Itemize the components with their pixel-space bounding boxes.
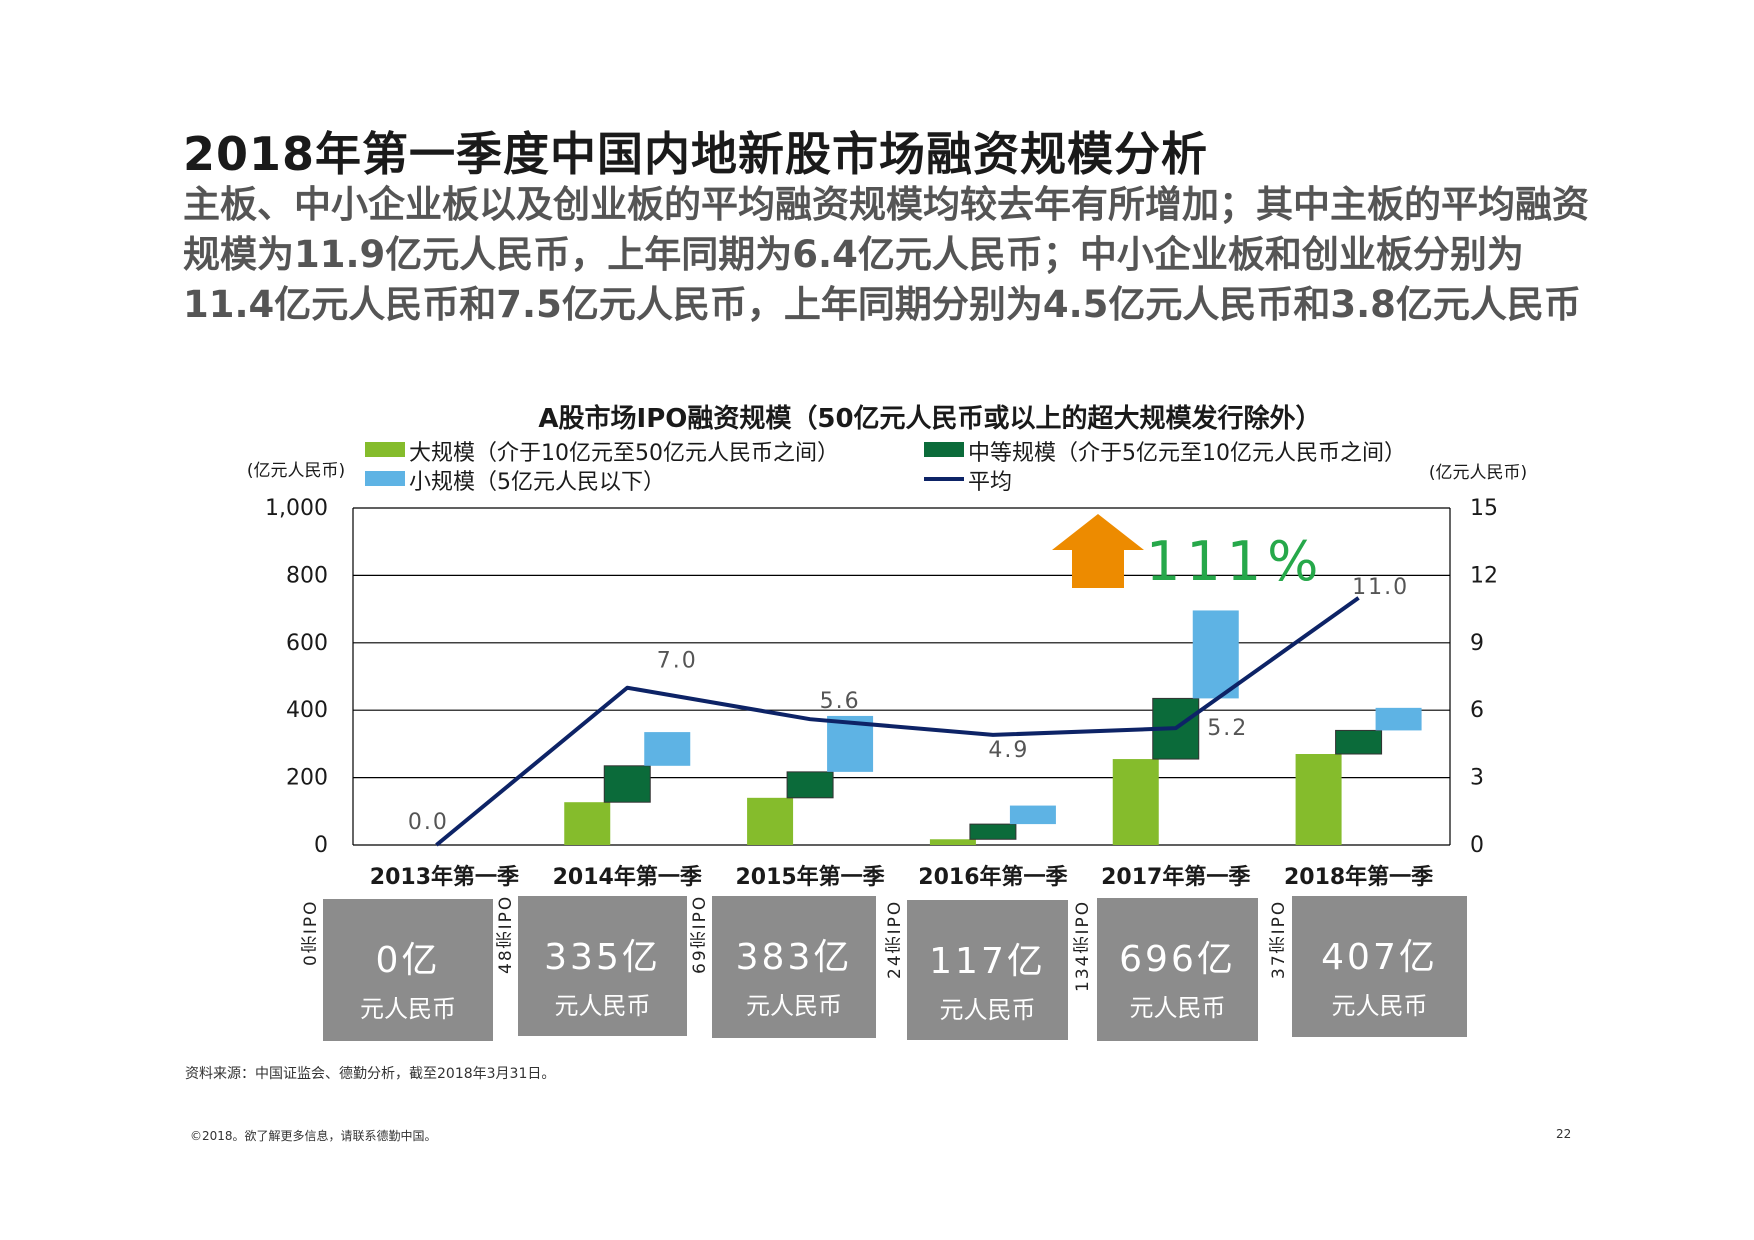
average-line: [435, 596, 1360, 847]
copyright-footer: ©2018。欲了解更多信息，请联系德勤中国。: [190, 1129, 437, 1143]
y-right-tick-label: 0: [1470, 833, 1484, 858]
summary-unit: 元人民币: [939, 996, 1036, 1024]
source-note: 资料来源：中国证监会、德勤分析，截至2018年3月31日。: [185, 1066, 556, 1082]
y-left-tick-label: 800: [286, 563, 328, 588]
summary-box-2014: 335亿 元人民币: [518, 896, 687, 1036]
bar-small: [1192, 610, 1239, 699]
bar-large: [929, 839, 976, 845]
legend-swatch-large: [365, 442, 405, 457]
ipo-count-2018: 37宗IPO: [1269, 900, 1289, 980]
growth-percentage: 111%: [1146, 530, 1324, 593]
y-left-tick-label: 400: [286, 698, 328, 723]
page-number: 22: [1556, 1127, 1572, 1141]
legend-label-small: 小规模（5亿元人民以下）: [409, 470, 665, 495]
growth-arrow-icon: [1052, 514, 1144, 588]
average-data-label: 0.0: [408, 810, 449, 835]
summary-box-2015: 383亿 元人民币: [712, 896, 876, 1038]
bar-medium: [603, 765, 651, 803]
bar-medium: [969, 823, 1017, 840]
summary-unit: 元人民币: [1129, 994, 1226, 1022]
ipo-count-2015: 69宗IPO: [690, 895, 710, 975]
average-data-label: 5.2: [1207, 716, 1248, 741]
summary-unit: 元人民币: [746, 992, 842, 1020]
summary-unit: 元人民币: [360, 995, 456, 1023]
legend-swatch-small: [365, 471, 405, 486]
y-right-tick-label: 12: [1470, 563, 1498, 588]
y-right-tick-label: 3: [1470, 766, 1484, 791]
ipo-count-2013: 0宗IPO: [301, 900, 321, 967]
bar-small: [1009, 805, 1056, 825]
average-data-label: 4.9: [988, 738, 1029, 763]
bar-large: [747, 797, 794, 845]
legend-swatch-medium: [924, 442, 964, 457]
bar-large: [1112, 759, 1159, 845]
summary-amount: 117亿: [929, 941, 1046, 982]
y-right-tick-label: 6: [1470, 698, 1484, 723]
page-subtitle: 主板、中小企业板以及创业板的平均融资规模均较去年有所增加；其中主板的平均融资规模…: [183, 183, 1589, 326]
bar-large: [1295, 754, 1342, 845]
average-data-label: 7.0: [657, 649, 698, 674]
x-tick-label: 2017年第一季: [1101, 864, 1250, 890]
summary-amount: 335亿: [544, 937, 661, 978]
x-tick-label: 2016年第一季: [918, 864, 1067, 890]
chart-title: A股市场IPO融资规模（50亿元人民币或以上的超大规模发行除外）: [538, 403, 1321, 434]
y-left-tick-label: 1,000: [265, 496, 328, 521]
x-tick-label: 2014年第一季: [553, 864, 702, 890]
summary-box-2018: 407亿 元人民币: [1292, 896, 1467, 1037]
y-right-unit: (亿元人民币): [1429, 463, 1527, 483]
summary-box-2017: 696亿 元人民币: [1097, 898, 1258, 1041]
x-tick-label: 2018年第一季: [1284, 864, 1433, 890]
y-left-tick-label: 200: [286, 766, 328, 791]
x-tick-label: 2013年第一季: [370, 864, 519, 890]
ipo-count-2016: 24宗IPO: [885, 900, 905, 980]
summary-amount: 407亿: [1321, 937, 1438, 978]
summary-amount: 0亿: [375, 940, 441, 981]
summary-unit: 元人民币: [1331, 992, 1428, 1020]
summary-amount: 383亿: [735, 937, 853, 978]
legend-label-average: 平均: [968, 470, 1012, 495]
y-left-unit: (亿元人民币): [247, 461, 345, 481]
legend-label-medium: 中等规模（介于5亿元至10亿元人民币之间）: [968, 441, 1406, 466]
y-right-tick-label: 15: [1470, 496, 1498, 521]
y-left-tick-label: 600: [286, 631, 328, 656]
bar-small: [1375, 707, 1422, 731]
summary-unit: 元人民币: [554, 992, 651, 1020]
ipo-count-2017: 134宗IPO: [1073, 900, 1093, 993]
bar-medium: [786, 771, 834, 799]
page-title: 2018年第一季度中国内地新股市场融资规模分析: [183, 127, 1209, 181]
y-right-tick-label: 9: [1470, 631, 1484, 656]
x-tick-label: 2015年第一季: [735, 864, 884, 890]
bar-medium: [1335, 729, 1383, 755]
average-data-label: 5.6: [820, 689, 861, 714]
ipo-count-2014: 48宗IPO: [496, 895, 516, 975]
y-left-tick-label: 0: [314, 833, 328, 858]
average-data-label: 11.0: [1352, 575, 1409, 600]
summary-box-2016: 117亿 元人民币: [907, 900, 1068, 1040]
summary-amount: 696亿: [1119, 939, 1236, 980]
bar-large: [564, 802, 611, 845]
legend-label-large: 大规模（介于10亿元至50亿元人民币之间）: [409, 441, 839, 466]
bar-small: [644, 732, 691, 766]
summary-box-2013: 0亿 元人民币: [323, 899, 493, 1041]
